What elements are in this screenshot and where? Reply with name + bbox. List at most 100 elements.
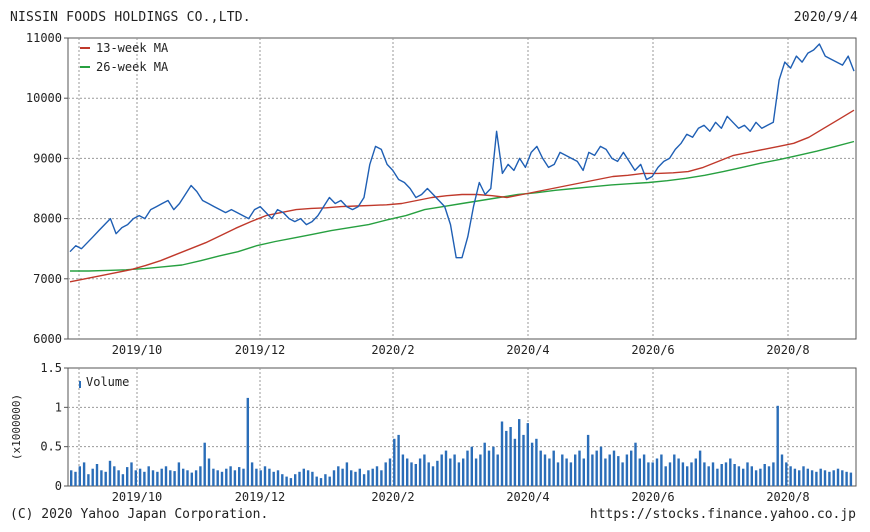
volume-bar	[806, 468, 809, 486]
volume-bar	[250, 462, 254, 486]
volume-xtick-label: 2019/12	[235, 490, 286, 504]
volume-bar	[698, 450, 702, 486]
volume-bar	[716, 468, 719, 486]
volume-ytick-label: 1.5	[40, 361, 62, 375]
volume-bar	[789, 466, 792, 486]
volume-bar	[113, 466, 116, 486]
volume-bar	[337, 466, 340, 486]
source-link[interactable]: https://stocks.finance.yahoo.co.jp	[589, 507, 856, 522]
volume-bar	[315, 476, 318, 486]
volume-bar	[647, 462, 650, 486]
volume-bar	[95, 464, 99, 486]
volume-bar	[815, 471, 818, 486]
volume-bar	[479, 454, 482, 486]
volume-bar	[746, 462, 749, 486]
volume-bar	[427, 462, 430, 486]
volume-bar	[552, 450, 555, 486]
volume-bar	[328, 476, 331, 486]
volume-bar	[690, 462, 693, 486]
price-ytick-label: 6000	[33, 332, 62, 346]
volume-bar	[82, 462, 86, 486]
volume-bar	[393, 438, 396, 486]
volume-bar	[117, 470, 120, 486]
volume-bar	[793, 468, 797, 486]
volume-bar	[388, 458, 392, 486]
volume-bar	[74, 471, 77, 486]
volume-bar	[548, 458, 551, 486]
volume-bar	[599, 446, 603, 486]
volume-bar	[802, 466, 805, 486]
volume-bar	[586, 434, 590, 486]
price-xtick-label: 2020/2	[371, 343, 414, 357]
volume-bar	[759, 468, 762, 486]
volume-bar	[156, 471, 159, 486]
volume-bar	[199, 466, 202, 486]
volume-bar	[70, 470, 73, 486]
volume-bar	[763, 464, 766, 486]
volume-bar	[190, 472, 193, 486]
volume-bar	[457, 462, 461, 486]
volume-bar	[87, 474, 90, 486]
price-ytick-label: 7000	[33, 272, 62, 286]
volume-bar	[436, 460, 439, 486]
volume-bar	[246, 397, 249, 486]
volume-bar	[440, 454, 443, 486]
price-frame	[67, 37, 857, 340]
volume-bar	[225, 468, 228, 486]
volume-bar	[207, 458, 211, 486]
volume-bar	[362, 474, 366, 486]
volume-bar	[729, 458, 732, 486]
volume-bar	[673, 454, 676, 486]
volume-bar	[186, 470, 189, 486]
volume-bar	[505, 430, 508, 486]
volume-bar	[668, 462, 672, 486]
volume-bar	[617, 456, 620, 486]
volume-bar	[380, 470, 383, 486]
volume-bar	[138, 468, 142, 486]
volume-bar	[823, 470, 827, 486]
volume-bar	[466, 450, 469, 486]
volume-bar	[819, 468, 822, 486]
price-line	[69, 43, 855, 259]
volume-bar	[677, 458, 680, 486]
volume-bar	[500, 421, 504, 486]
volume-bar	[845, 471, 848, 486]
volume-bar	[108, 460, 112, 486]
volume-bar	[630, 450, 633, 486]
volume-bar	[595, 450, 598, 486]
volume-bar	[642, 454, 646, 486]
volume-bar	[496, 454, 499, 486]
volume-bar	[91, 468, 94, 486]
volume-bar	[841, 470, 844, 486]
volume-ytick-label: 0.5	[40, 440, 62, 454]
volume-bar	[311, 471, 314, 486]
volume-bar	[130, 462, 133, 486]
volume-bar	[720, 464, 723, 486]
volume-xtick-label: 2020/6	[631, 490, 674, 504]
price-ytick-label: 9000	[33, 151, 62, 165]
volume-bar	[849, 472, 853, 486]
volume-bar	[371, 468, 374, 486]
volume-bar	[604, 458, 607, 486]
ma13-line	[69, 109, 855, 283]
volume-bar	[832, 470, 835, 486]
volume-bar	[281, 474, 284, 486]
volume-bar	[177, 462, 181, 486]
volume-bar	[449, 458, 452, 486]
volume-bar	[742, 468, 745, 486]
volume-bar	[707, 466, 710, 486]
volume-bar	[212, 468, 215, 486]
volume-bar	[354, 471, 357, 486]
volume-bar	[418, 458, 422, 486]
volume-bar	[272, 471, 275, 486]
volume-bar	[522, 434, 525, 486]
price-xtick-label: 2020/8	[766, 343, 809, 357]
company-name: NISSIN FOODS HOLDINGS CO.,LTD.	[10, 10, 251, 25]
volume-xtick-label: 2020/2	[371, 490, 414, 504]
volume-bar	[836, 468, 840, 486]
chart-date: 2020/9/4	[793, 10, 858, 25]
volume-xtick-label: 2019/10	[112, 490, 163, 504]
volume-bar	[268, 468, 271, 486]
volume-bar	[100, 470, 103, 486]
